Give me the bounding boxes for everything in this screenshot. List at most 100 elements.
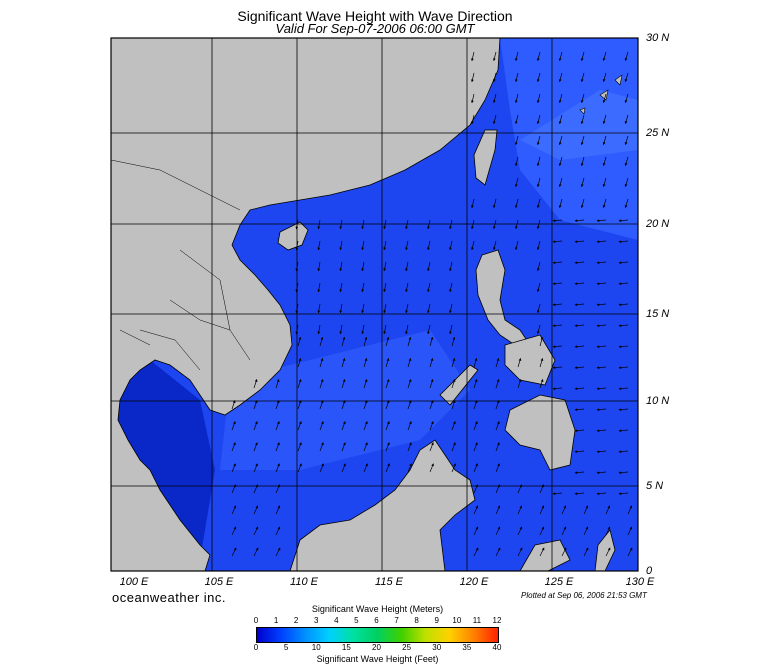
colorbar-tick-feet: 35 <box>462 643 472 652</box>
wave-arrow <box>297 442 302 452</box>
wave-arrow <box>231 484 236 494</box>
wave-arrow <box>471 219 475 230</box>
colorbar <box>256 627 499 643</box>
wave-arrow <box>451 463 456 473</box>
wave-arrow <box>624 156 629 167</box>
wave-arrow <box>471 240 475 251</box>
wave-arrow <box>493 114 497 125</box>
wave-arrow <box>574 240 585 243</box>
wave-arrow <box>539 336 544 347</box>
lon-label: 130 E <box>625 576 655 588</box>
wave-arrow <box>596 324 607 327</box>
wave-arrow <box>596 408 607 411</box>
wave-arrow <box>297 357 302 368</box>
wave-arrow <box>493 51 497 62</box>
wave-arrow <box>539 378 544 389</box>
wave-arrow <box>231 400 236 410</box>
wave-arrow <box>552 345 563 348</box>
wave-arrow <box>580 135 585 146</box>
wave-arrow <box>552 303 563 306</box>
wave-arrow <box>231 547 237 557</box>
wave-arrow <box>319 442 324 452</box>
colorbar-tick-meters: 11 <box>472 616 482 625</box>
wave-arrow <box>493 72 497 83</box>
wave-arrow <box>493 93 497 104</box>
wave-arrow <box>407 378 412 389</box>
wave-arrow <box>253 547 259 557</box>
lat-label: 25 N <box>646 127 670 139</box>
wave-arrow <box>596 492 607 495</box>
wave-arrow <box>495 357 500 368</box>
wave-arrow <box>429 336 434 347</box>
wave-direction-arrows <box>231 51 633 557</box>
wave-arrow <box>596 219 607 222</box>
wave-arrow <box>275 378 280 389</box>
wave-arrow <box>627 547 633 557</box>
wave-arrow <box>231 442 236 452</box>
wave-arrow <box>427 282 431 293</box>
wave-arrow <box>317 303 321 314</box>
wave-arrow <box>627 526 633 536</box>
wave-arrow <box>473 378 478 389</box>
wave-arrow <box>574 219 585 222</box>
wave-arrow <box>517 526 523 536</box>
wave-arrow <box>363 336 368 347</box>
wave-arrow <box>515 72 519 83</box>
wave-arrow <box>515 93 519 104</box>
colorbar-tick-feet: 30 <box>432 643 442 652</box>
wave-arrow <box>580 93 585 104</box>
wave-arrow <box>319 463 324 473</box>
colorbar-tick-meters: 9 <box>434 616 439 625</box>
wave-arrow <box>515 177 519 188</box>
wave-arrow <box>341 357 346 368</box>
wave-arrow <box>517 547 523 557</box>
wave-arrow <box>618 471 629 474</box>
wave-arrow <box>596 282 607 285</box>
wave-arrow <box>339 303 343 314</box>
plotted-timestamp: Plotted at Sep 06, 2006 21:53 GMT <box>521 591 647 600</box>
wave-arrow <box>602 135 607 146</box>
wave-arrow <box>517 505 523 515</box>
wave-arrow <box>297 463 302 473</box>
wave-arrow <box>574 450 585 453</box>
land-visayas <box>504 334 556 386</box>
wave-arrow <box>317 324 321 335</box>
wave-arrow <box>602 198 607 209</box>
wave-arrow <box>574 282 585 285</box>
wave-arrow <box>552 261 563 264</box>
wave-arrow <box>339 324 343 335</box>
wave-arrow <box>561 526 567 536</box>
land-ryukyu <box>579 74 623 115</box>
wave-arrow <box>231 526 237 536</box>
wave-arrow <box>407 421 412 431</box>
wave-arrow <box>605 505 611 515</box>
land-taiwan <box>473 129 498 186</box>
wave-arrow <box>558 51 563 62</box>
country-borders <box>111 159 251 371</box>
wave-arrow <box>536 156 541 167</box>
wave-arrow <box>429 421 434 431</box>
wave-arrow <box>618 366 629 369</box>
wave-arrow <box>596 261 607 264</box>
colorbar-tick-meters: 6 <box>374 616 379 625</box>
wave-arrow <box>341 421 346 431</box>
wave-arrow <box>295 324 299 335</box>
wave-arrow <box>449 240 453 251</box>
wave-arrow <box>427 240 431 251</box>
wave-arrow <box>495 505 501 515</box>
colorbar-tick-meters: 1 <box>273 616 279 625</box>
wave-arrow <box>558 135 563 146</box>
wave-arrow <box>231 463 236 473</box>
wave-arrow <box>295 282 299 293</box>
colorbar-tick-feet: 40 <box>492 643 502 652</box>
wave-arrow <box>451 400 456 410</box>
map-frame <box>110 37 639 572</box>
wave-arrow <box>536 198 541 209</box>
wave-arrow <box>618 345 629 348</box>
wave-arrow <box>580 177 585 188</box>
wave-arrow <box>473 357 478 368</box>
wave-arrow <box>580 114 585 125</box>
wave-arrow <box>361 303 365 314</box>
colorbar-tick-meters: 3 <box>314 616 319 625</box>
